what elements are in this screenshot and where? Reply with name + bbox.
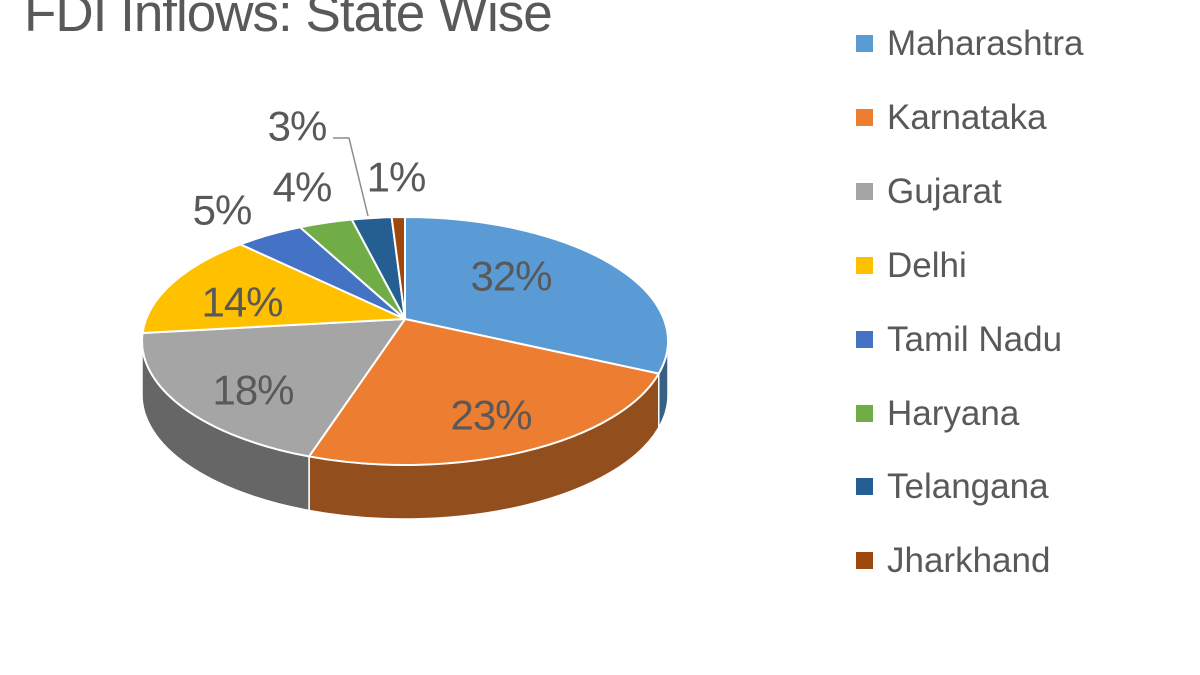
legend-swatch-tamil-nadu [856,330,873,348]
legend-label-tamil-nadu: Tamil Nadu [887,319,1063,359]
pie-label-delhi: 14% [201,279,282,326]
legend-swatch-karnataka [856,108,873,126]
chart-title: FDI Inflows: State Wise [24,0,553,43]
pie-label-maharashtra: 32% [470,253,551,300]
legend-item-gujarat: Gujarat [856,173,1002,209]
legend-label-telangana: Telangana [887,466,1049,506]
pie-label-telangana: 3% [268,103,327,150]
pie-slice-delhi [141,243,406,334]
pie-label-karnataka: 23% [450,392,531,439]
pie-label-tamil-nadu: 5% [193,187,252,234]
legend-label-gujarat: Gujarat [887,171,1002,211]
legend-swatch-delhi [856,256,873,274]
legend-item-tamil-nadu: Tamil Nadu [856,321,1062,357]
pie-label-jharkhand: 1% [367,154,426,201]
pie-label-gujarat: 18% [212,367,293,414]
legend-item-delhi: Delhi [856,247,967,283]
legend-swatch-haryana [856,404,873,422]
legend-swatch-jharkhand [856,551,873,569]
legend-label-karnataka: Karnataka [887,97,1047,137]
legend-label-haryana: Haryana [887,393,1020,433]
legend-label-jharkhand: Jharkhand [887,540,1051,580]
legend-label-delhi: Delhi [887,245,967,285]
pie-slice-jharkhand [390,216,406,320]
legend-item-haryana: Haryana [856,395,1019,431]
legend-swatch-telangana [856,477,873,495]
label-leader-line [333,137,369,217]
legend-swatch-maharashtra [856,34,873,52]
legend-swatch-gujarat [856,182,873,200]
legend-item-karnataka: Karnataka [856,99,1047,135]
pie-label-haryana: 4% [273,164,332,211]
legend-label-maharashtra: Maharashtra [887,23,1084,63]
pie-slice-maharashtra [404,216,669,375]
legend-item-jharkhand: Jharkhand [856,542,1050,578]
legend-item-maharashtra: Maharashtra [856,25,1083,61]
pie-slice-gujarat [141,318,406,458]
legend-item-telangana: Telangana [856,468,1049,504]
pie-slice-karnataka [308,318,660,466]
